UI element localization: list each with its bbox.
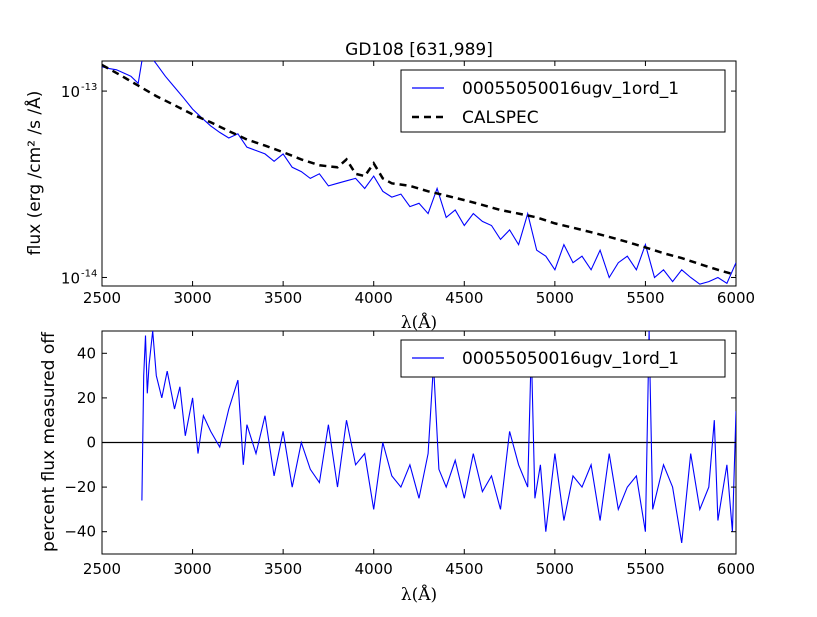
x-tick-label: 5000	[536, 560, 574, 578]
percent-legend: 00055050016ugv_1ord_1	[400, 339, 726, 378]
x-tick-label: 6000	[717, 289, 755, 307]
x-tick-label: 4000	[355, 560, 393, 578]
y-tick-exponent: -14	[81, 268, 97, 279]
y-tick-exponent: -13	[81, 82, 97, 93]
flux-panel: GD108 [631,989] 2500 3000 3500 4000 4500 5000…	[23, 40, 755, 333]
legend-label-observed: 00055050016ugv_1ord_1	[462, 79, 679, 99]
y-tick-label: 20	[77, 389, 96, 407]
calspec-flux-line	[102, 63, 736, 277]
y-tick-label: 10	[61, 269, 80, 287]
x-tick-label: 5500	[626, 560, 664, 578]
legend-label-percent: 00055050016ugv_1ord_1	[462, 349, 679, 369]
percent-y-ticks: −40 −20 0 20 40	[64, 344, 736, 541]
percent-offset-line	[141, 331, 736, 543]
percent-series-group	[102, 331, 736, 543]
x-tick-label: 2500	[83, 289, 121, 307]
flux-series-group	[102, 61, 736, 285]
y-tick-label: 40	[77, 344, 96, 362]
y-tick-label: −40	[64, 523, 96, 541]
x-tick-label: 3500	[264, 289, 302, 307]
flux-y-axis-label: flux (erg /cm² /s /Å)	[23, 91, 45, 256]
x-tick-label: 4500	[445, 289, 483, 307]
flux-legend: 00055050016ugv_1ord_1 CALSPEC	[400, 69, 726, 133]
y-tick-label: 10	[61, 83, 80, 101]
percent-x-ticks: 2500 3000 3500 4000 4500 5000 5500 6000	[83, 331, 755, 578]
x-tick-label: 3000	[173, 289, 211, 307]
x-tick-label: 2500	[83, 560, 121, 578]
legend-label-calspec: CALSPEC	[462, 108, 539, 128]
x-tick-label: 4500	[445, 560, 483, 578]
y-tick-label: 0	[86, 434, 96, 452]
observed-flux-line	[102, 61, 736, 285]
flux-x-axis-label: λ(Å)	[401, 312, 437, 333]
percent-panel: 2500 3000 3500 4000 4500 5000 5500 6000 −40 −20 0…	[39, 330, 755, 605]
x-tick-label: 5500	[626, 289, 664, 307]
x-tick-label: 3500	[264, 560, 302, 578]
x-tick-label: 5000	[536, 289, 574, 307]
flux-plot-frame	[101, 60, 737, 287]
y-tick-label: −20	[64, 478, 96, 496]
x-tick-label: 3000	[173, 560, 211, 578]
percent-x-axis-label: λ(Å)	[401, 584, 437, 605]
flux-x-ticks: 2500 3000 3500 4000 4500 5000 5500 6000	[83, 61, 755, 307]
x-tick-label: 6000	[717, 560, 755, 578]
chart-title: GD108 [631,989]	[345, 40, 493, 60]
x-tick-label: 4000	[355, 289, 393, 307]
percent-y-axis-label: percent flux measured off	[39, 331, 59, 552]
